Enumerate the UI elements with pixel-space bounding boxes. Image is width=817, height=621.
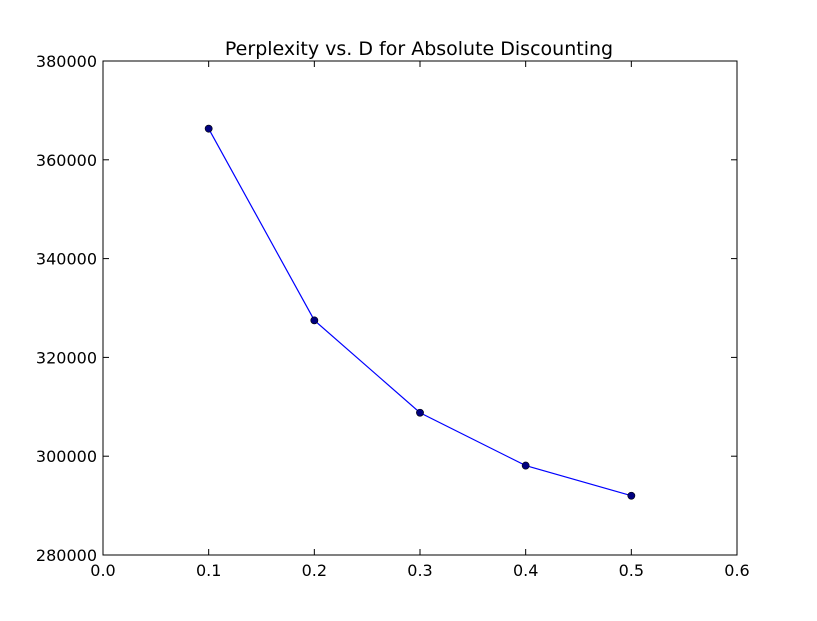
y-tick-label: 300000 [36,447,97,466]
data-point [521,461,530,470]
y-tick-label: 280000 [36,546,97,565]
x-tick-label: 0.1 [196,561,221,580]
x-tick-label: 0.5 [619,561,644,580]
y-tick-label: 380000 [36,52,97,71]
data-point [204,124,213,133]
x-tick-label: 0.4 [513,561,538,580]
data-point [310,316,319,325]
x-tick-label: 0.2 [302,561,327,580]
x-tick-label: 0.0 [90,561,115,580]
y-tick-label: 360000 [36,151,97,170]
x-tick-label: 0.3 [407,561,432,580]
y-tick-label: 320000 [36,348,97,367]
chart-title: Perplexity vs. D for Absolute Discountin… [225,38,613,60]
y-tick-label: 340000 [36,250,97,269]
x-tick-label: 0.6 [724,561,749,580]
data-point [416,408,424,417]
plot-area: 0.0 0.1 0.2 0.3 0.4 0.5 0.6 280000 300000 320000 3… [36,52,750,580]
data-point [627,491,636,500]
